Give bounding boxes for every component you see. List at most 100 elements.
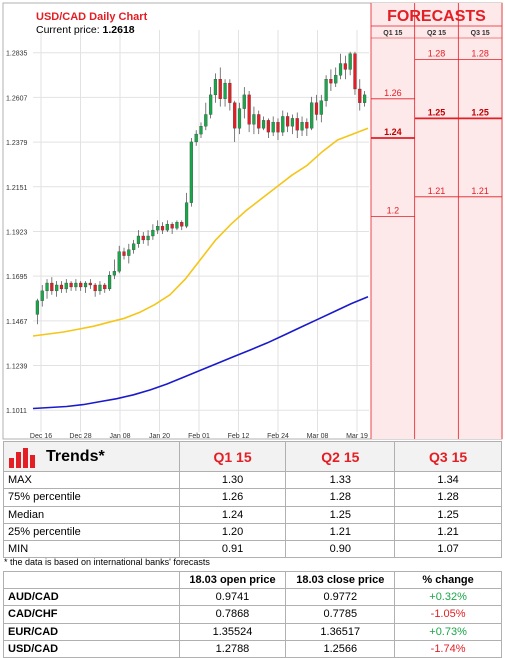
trends-row-label: MAX xyxy=(3,470,180,490)
trends-cell: 1.25 xyxy=(285,505,396,524)
price-open: 0.7868 xyxy=(178,605,287,624)
trends-cell: 1.26 xyxy=(178,488,287,507)
candle-body xyxy=(228,82,232,103)
trends-row-label: MIN xyxy=(3,540,180,559)
forecast-level-label: 1.28 xyxy=(428,49,446,59)
candle-body xyxy=(324,79,328,101)
candle-body xyxy=(55,284,59,292)
trends-row-label: Median xyxy=(3,505,180,524)
forecast-level-label: 1.26 xyxy=(384,88,402,98)
candle-body xyxy=(194,133,198,143)
y-tick-label: 1.2151 xyxy=(6,185,28,192)
candle-body xyxy=(146,235,150,241)
candle-body xyxy=(271,122,275,133)
candle-body xyxy=(266,120,270,133)
candle-body xyxy=(112,271,116,276)
y-tick-label: 1.2835 xyxy=(6,51,28,58)
forecast-level-label: 1.2 xyxy=(387,205,400,215)
candle-body xyxy=(170,224,174,229)
candle-body xyxy=(343,63,347,70)
candle-body xyxy=(160,226,165,231)
candle-body xyxy=(40,290,44,301)
candle-body xyxy=(348,53,352,70)
candle-body xyxy=(132,243,136,250)
candle-body xyxy=(50,282,54,292)
candle-body xyxy=(83,282,88,288)
trends-cell: 1.28 xyxy=(285,488,396,507)
candle-body xyxy=(93,284,97,292)
candle-body xyxy=(184,202,189,227)
y-tick-label: 1.1923 xyxy=(6,229,28,236)
forecast-level-label: 1.24 xyxy=(384,127,402,137)
candle-body xyxy=(261,120,266,129)
trends-header-row: Trends* Q1 15 Q2 15 Q3 15 xyxy=(3,441,502,472)
y-tick-label: 1.2379 xyxy=(6,140,28,147)
trends-footnote: * the data is based on international ban… xyxy=(4,557,210,567)
x-tick-label: Feb 12 xyxy=(228,433,250,440)
price-close: 1.2566 xyxy=(285,639,396,658)
forecast-col-header: Q2 15 xyxy=(427,30,446,37)
trends-row-label: 75% percentile xyxy=(3,488,180,507)
candle-body xyxy=(79,282,83,288)
x-tick-label: Feb 01 xyxy=(188,433,210,440)
price-open: 1.35524 xyxy=(178,622,287,641)
candle-body xyxy=(122,251,126,256)
candle-body xyxy=(209,94,213,115)
current-price-label: Current price: xyxy=(36,24,100,36)
ma200-line xyxy=(32,296,369,410)
current-price: Current price: 1.2618 xyxy=(36,24,135,36)
y-tick-label: 1.2607 xyxy=(6,95,28,102)
candle-body xyxy=(358,88,362,103)
candle-body xyxy=(199,126,203,135)
trends-cell: 1.21 xyxy=(394,522,502,542)
price-close: 0.7785 xyxy=(285,605,396,624)
candle-body xyxy=(165,224,169,231)
trends-cell: 1.24 xyxy=(178,505,287,524)
x-tick-label: Feb 24 xyxy=(267,433,289,440)
price-row-eurcad: EUR/CAD 1.35524 1.36517 +0.73% xyxy=(3,622,502,641)
candle-body xyxy=(286,116,290,127)
trends-row-min: MIN 0.91 0.90 1.07 xyxy=(3,540,502,559)
candle-body xyxy=(213,79,218,96)
candle-body xyxy=(233,102,237,129)
candle-body xyxy=(156,226,160,231)
current-price-value: 1.2618 xyxy=(103,24,135,36)
x-tick-label: Jan 08 xyxy=(109,433,130,440)
forecast-col-header: Q1 15 xyxy=(383,30,402,37)
trends-cell: 1.20 xyxy=(178,522,287,542)
candle-body xyxy=(180,222,184,227)
price-col-close: 18.03 close price xyxy=(285,570,396,590)
forecast-col-header: Q3 15 xyxy=(471,30,490,37)
price-pair: AUD/CAD xyxy=(3,588,180,607)
y-tick-label: 1.1695 xyxy=(6,274,28,281)
trends-cell: 1.34 xyxy=(394,470,502,490)
x-tick-label: Jan 20 xyxy=(149,433,170,440)
trends-cell: 1.33 xyxy=(285,470,396,490)
candle-body xyxy=(218,79,222,99)
candle-body xyxy=(204,114,208,127)
candle-body xyxy=(242,94,246,109)
candle-body xyxy=(353,53,357,90)
trends-table: Trends* Q1 15 Q2 15 Q3 15 MAX 1.30 1.33 … xyxy=(3,441,502,559)
forecast-level-label: 1.25 xyxy=(471,107,489,117)
candle-body xyxy=(295,118,299,131)
candle-body xyxy=(319,100,323,115)
x-tick-label: Mar 08 xyxy=(307,433,329,440)
candle-body xyxy=(98,284,102,292)
candle-body xyxy=(151,229,155,237)
candle-body xyxy=(290,118,295,127)
forecast-level-label: 1.21 xyxy=(428,186,446,196)
trends-title-cell: Trends* xyxy=(3,441,180,472)
x-tick-label: Dec 28 xyxy=(69,433,91,440)
trends-title: Trends* xyxy=(46,447,105,465)
price-change: +0.32% xyxy=(394,588,502,607)
trends-cell: 1.07 xyxy=(394,540,502,559)
trends-row-max: MAX 1.30 1.33 1.34 xyxy=(3,470,502,490)
trends-row-median: Median 1.24 1.25 1.25 xyxy=(3,505,502,524)
candle-body xyxy=(45,282,49,292)
candle-body xyxy=(363,94,367,103)
y-tick-label: 1.1467 xyxy=(6,319,28,326)
trends-row-75: 75% percentile 1.26 1.28 1.28 xyxy=(3,488,502,507)
candle-body xyxy=(334,75,338,84)
trends-col-q1: Q1 15 xyxy=(178,441,287,472)
